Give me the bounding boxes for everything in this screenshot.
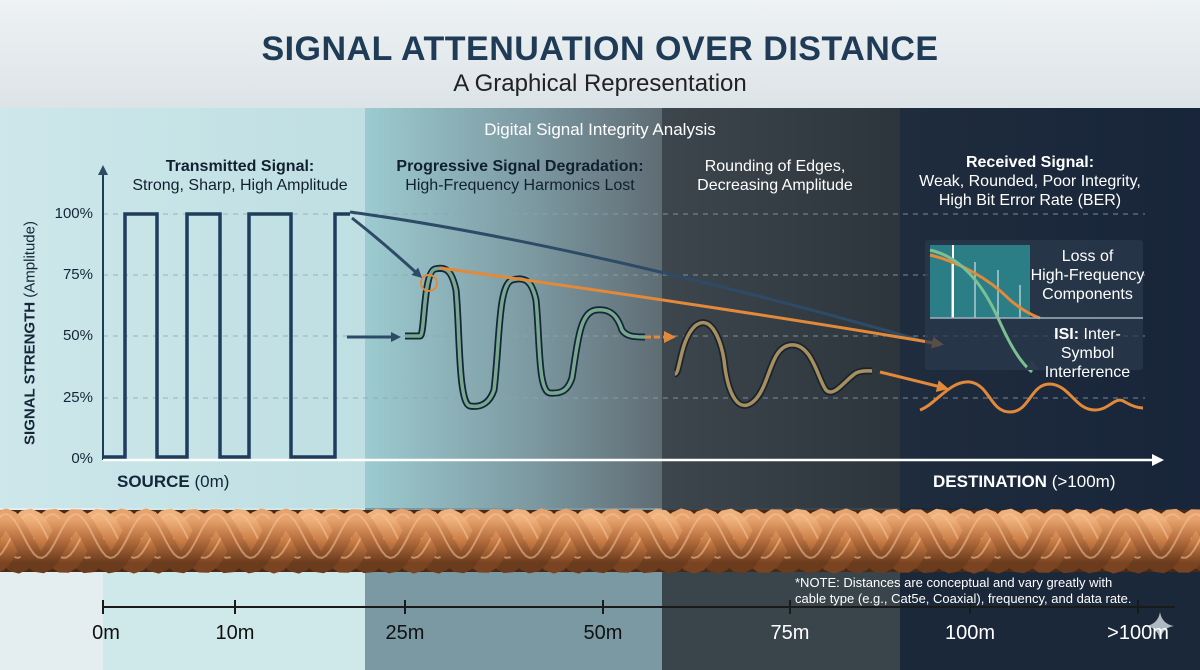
footnote: *NOTE: Distances are conceptual and vary… — [795, 575, 1155, 607]
cable-strand-highlight — [0, 512, 1200, 559]
page-subtitle: A Graphical Representation — [453, 70, 747, 97]
annotation-transmitted: Transmitted Signal: Strong, Sharp, High … — [110, 157, 370, 195]
y-axis-label-bold: SIGNAL STRENGTH — [21, 301, 39, 445]
annotation-rounding: Rounding of Edges, Decreasing Amplitude — [665, 157, 885, 195]
annotation-degradation-title: Progressive Signal Degradation: — [396, 158, 644, 175]
destination-label-rest: (>100m) — [1051, 472, 1116, 491]
distance-label-2: 25m — [385, 622, 425, 644]
annotation-transmitted-title: Transmitted Signal: — [165, 158, 315, 175]
inset-isi-bold: ISI: — [1054, 326, 1080, 343]
footnote-line1: *NOTE: Distances are conceptual and vary… — [795, 575, 1113, 590]
annotation-received-line1: Weak, Rounded, Poor Integrity, — [919, 173, 1141, 190]
annotation-rounding-line2: Decreasing Amplitude — [697, 177, 853, 194]
source-label-bold: SOURCE — [117, 472, 190, 491]
distance-label-1: 10m — [215, 622, 255, 644]
annotation-degradation: Progressive Signal Degradation: High-Fre… — [380, 157, 660, 195]
annotation-degradation-detail: High-Frequency Harmonics Lost — [405, 177, 635, 194]
destination-label-bold: DESTINATION — [933, 472, 1047, 491]
destination-label: DESTINATION (>100m) — [933, 472, 1115, 492]
y-tick-100: 100% — [54, 205, 93, 222]
y-tick-50: 50% — [62, 327, 93, 344]
inset-loss-label: Loss of High-Frequency Components — [1030, 247, 1145, 304]
distance-label-4: 75m — [770, 622, 810, 644]
distance-label-6: >100m — [1107, 622, 1169, 644]
inset-loss-line1: Loss of — [1061, 248, 1114, 265]
annotation-transmitted-detail: Strong, Sharp, High Amplitude — [132, 177, 348, 194]
annotation-rounding-line1: Rounding of Edges, — [704, 158, 846, 175]
inset-loss-line3: Components — [1042, 286, 1133, 303]
inset-isi-label: ISI: Inter-Symbol Interference — [1030, 325, 1145, 382]
distance-label-0: 0m — [92, 622, 120, 644]
y-tick-0: 0% — [71, 450, 93, 467]
inset-loss-line2: High-Frequency — [1030, 267, 1145, 284]
section-label: Digital Signal Integrity Analysis — [484, 120, 716, 139]
annotation-received-line2: High Bit Error Rate (BER) — [938, 192, 1122, 209]
y-tick-25: 25% — [62, 389, 93, 406]
inset-isi-rest: Inter-Symbol — [1060, 326, 1121, 362]
annotation-received: Received Signal: Weak, Rounded, Poor Int… — [900, 153, 1160, 210]
footnote-line2: cable type (e.g., Cat5e, Coaxial), frequ… — [795, 591, 1132, 606]
y-axis-label-rest: (Amplitude) — [21, 221, 39, 298]
source-label-rest: (0m) — [194, 472, 230, 491]
page-title: SIGNAL ATTENUATION OVER DISTANCE — [261, 30, 939, 68]
inset-isi-line2: Interference — [1044, 364, 1131, 381]
annotation-received-title: Received Signal: — [965, 154, 1095, 171]
source-label: SOURCE (0m) — [117, 472, 229, 492]
y-tick-75: 75% — [62, 266, 93, 283]
distance-label-3: 50m — [583, 622, 623, 644]
cable-strand — [0, 508, 1200, 574]
distance-label-5: 100m — [944, 622, 996, 644]
